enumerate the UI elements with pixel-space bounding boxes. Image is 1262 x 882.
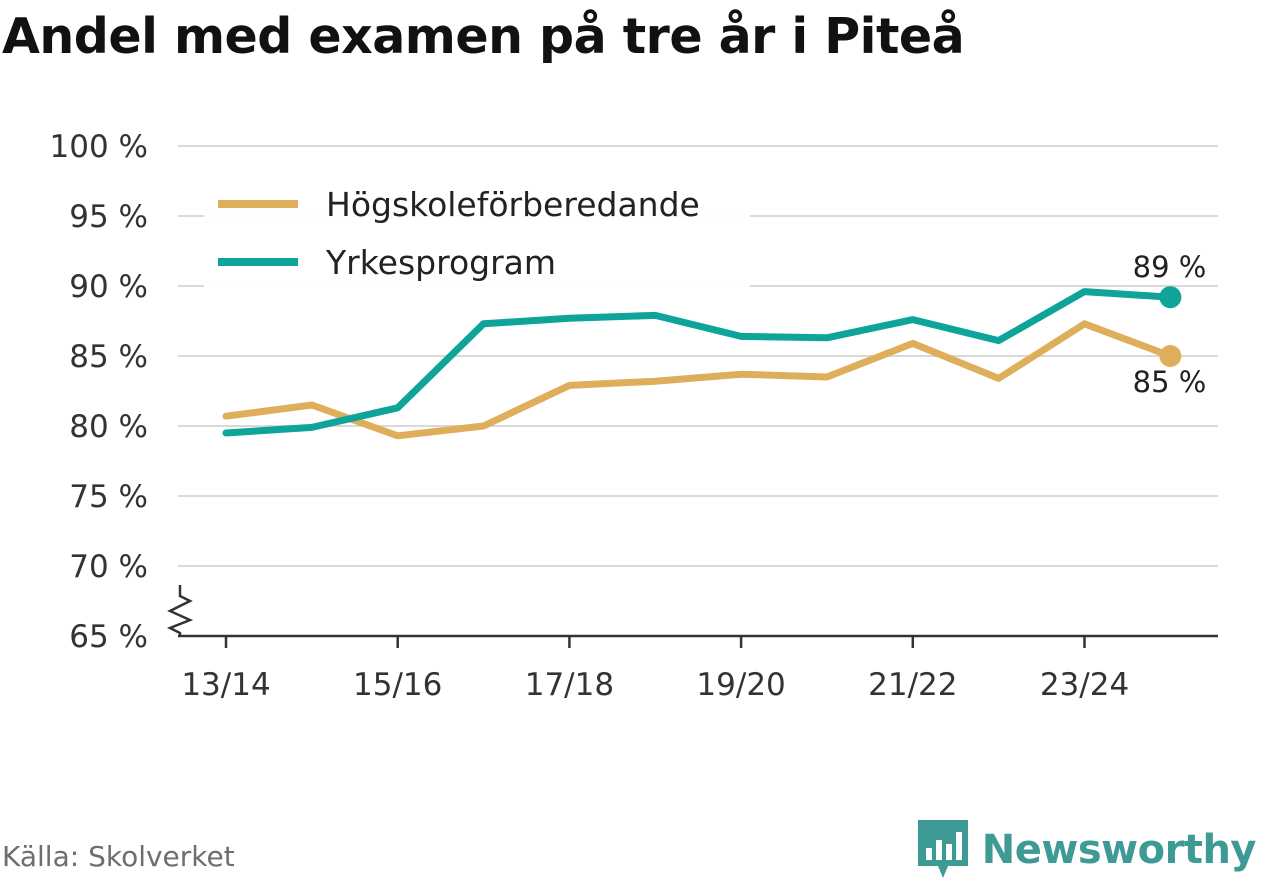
legend: Högskoleförberedande Yrkesprogram (204, 178, 750, 288)
y-axis-ticks: 100 % 95 % 90 % 85 % 80 % 75 % 70 % 65 % (50, 129, 148, 655)
legend-label: Yrkesprogram (325, 243, 556, 282)
x-tick-label: 13/14 (181, 667, 270, 703)
series-lines (222, 286, 1182, 440)
series-end-point (1159, 286, 1182, 309)
axis-break-icon (166, 585, 194, 636)
series-line-yrkesprogram (222, 288, 1174, 437)
brand-logo: Newsworthy (917, 818, 1257, 882)
y-tick-label: 80 % (69, 409, 148, 445)
y-tick-label: 65 % (69, 619, 148, 655)
y-tick-label: 100 % (50, 129, 148, 165)
series-end-point (1159, 345, 1182, 367)
source-note: Källa: Skolverket (2, 840, 235, 873)
series-line-hogskoleforberedande (222, 320, 1174, 440)
end-labels: 85 % 89 % (1133, 250, 1207, 399)
x-tick-label: 23/24 (1040, 667, 1129, 703)
data-label: 85 % (1133, 365, 1207, 399)
x-tick-label: 17/18 (525, 667, 614, 703)
legend-label: Högskoleförberedande (326, 185, 700, 224)
y-tick-label: 85 % (69, 339, 148, 375)
brand-name: Newsworthy (981, 827, 1257, 873)
x-tick-label: 21/22 (868, 667, 957, 703)
chart-title: Andel med examen på tre år i Piteå (2, 8, 965, 65)
y-tick-label: 75 % (69, 479, 148, 515)
data-label: 89 % (1133, 250, 1207, 284)
x-tick-label: 19/20 (696, 667, 785, 703)
x-axis (166, 585, 1218, 638)
newsworthy-logo-icon (917, 820, 968, 878)
x-tick-label: 15/16 (353, 667, 442, 703)
legend-background (204, 178, 750, 288)
y-tick-label: 70 % (69, 549, 148, 585)
y-tick-label: 95 % (69, 199, 148, 235)
x-axis-ticks: 13/14 15/16 17/18 19/20 21/22 23/24 (181, 636, 1129, 703)
y-tick-label: 90 % (69, 269, 148, 305)
